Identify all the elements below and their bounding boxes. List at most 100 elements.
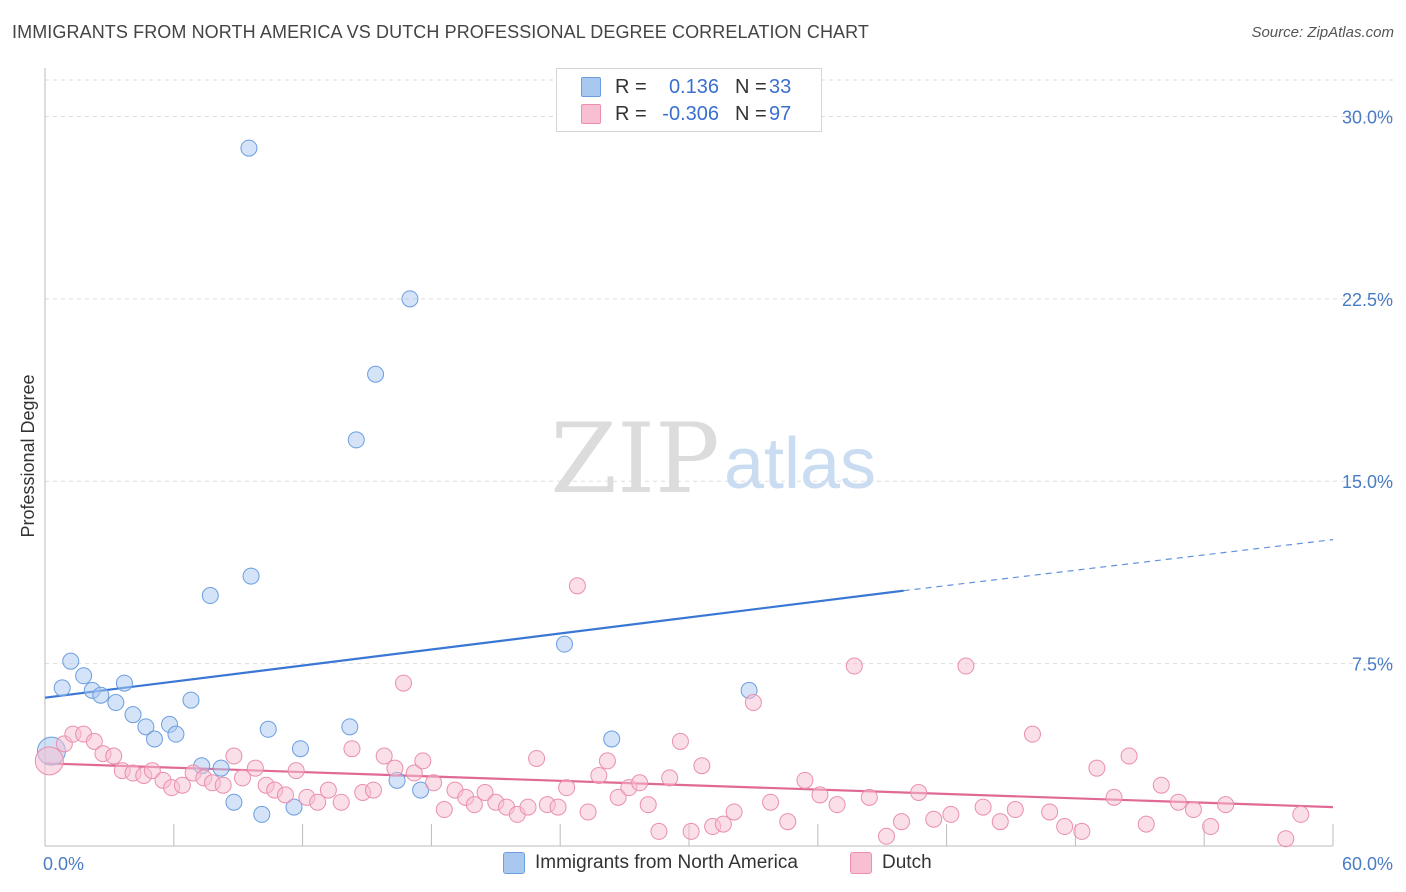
data-point-dutch bbox=[762, 793, 780, 811]
data-point-immigrants bbox=[603, 730, 621, 748]
data-point-dutch bbox=[942, 805, 960, 823]
data-point-immigrants bbox=[137, 718, 155, 736]
data-point-dutch bbox=[957, 657, 975, 675]
chart-title: IMMIGRANTS FROM NORTH AMERICA VS DUTCH P… bbox=[12, 22, 870, 42]
data-point-dutch bbox=[394, 674, 412, 692]
n-label: N = bbox=[735, 75, 767, 98]
legend-label: Immigrants from North America bbox=[535, 852, 798, 873]
x-tick-label: 0.0% bbox=[43, 854, 84, 874]
data-point-dutch bbox=[143, 762, 161, 780]
data-point-dutch bbox=[725, 803, 743, 821]
data-points bbox=[34, 139, 1310, 848]
data-point-immigrants bbox=[124, 706, 142, 724]
data-point-dutch bbox=[925, 810, 943, 828]
y-tick-label: 15.0% bbox=[1342, 472, 1393, 492]
data-point-immigrants bbox=[285, 798, 303, 816]
data-point-immigrants bbox=[225, 793, 243, 811]
data-point-dutch bbox=[568, 577, 586, 595]
data-point-dutch bbox=[910, 784, 928, 802]
data-point-dutch bbox=[1056, 818, 1074, 836]
data-point-dutch bbox=[779, 813, 797, 831]
data-point-dutch bbox=[590, 766, 608, 784]
data-point-dutch bbox=[214, 776, 232, 794]
data-point-dutch bbox=[476, 784, 494, 802]
data-point-dutch bbox=[1169, 793, 1187, 811]
data-point-dutch bbox=[796, 771, 814, 789]
trend-lines bbox=[44, 539, 1334, 809]
data-point-dutch bbox=[1137, 815, 1155, 833]
data-point-immigrants bbox=[62, 652, 80, 670]
data-point-dutch bbox=[309, 793, 327, 811]
data-point-dutch bbox=[828, 796, 846, 814]
legend-item-dutch[interactable]: Dutch bbox=[850, 852, 932, 874]
data-point-immigrants bbox=[347, 431, 365, 449]
data-point-dutch bbox=[225, 747, 243, 765]
data-point-dutch bbox=[1120, 747, 1138, 765]
data-point-immigrants bbox=[107, 694, 125, 712]
data-point-dutch bbox=[375, 747, 393, 765]
stats-row-immigrants: R = 0.136 N = 33 bbox=[581, 76, 791, 98]
data-point-immigrants bbox=[145, 730, 163, 748]
x-tick-label: 60.0% bbox=[1342, 854, 1393, 874]
watermark: ZIP atlas bbox=[550, 403, 876, 515]
r-label: R = bbox=[615, 102, 647, 125]
trend-line-immigrants bbox=[44, 589, 904, 699]
data-point-immigrants bbox=[555, 635, 573, 653]
data-point-dutch bbox=[435, 801, 453, 819]
data-point-dutch bbox=[1152, 776, 1170, 794]
y-tick-label: 22.5% bbox=[1342, 290, 1393, 310]
n-label: N = bbox=[735, 102, 767, 125]
data-point-dutch bbox=[1277, 830, 1295, 848]
data-point-dutch bbox=[1006, 801, 1024, 819]
data-point-immigrants bbox=[75, 667, 93, 685]
data-point-dutch bbox=[1073, 822, 1091, 840]
data-point-immigrants bbox=[242, 567, 260, 585]
data-point-dutch bbox=[1217, 796, 1235, 814]
n-value: 97 bbox=[769, 102, 792, 125]
watermark-atlas: atlas bbox=[724, 424, 876, 504]
data-point-dutch bbox=[609, 788, 627, 806]
data-point-dutch bbox=[1184, 801, 1202, 819]
data-point-dutch bbox=[246, 759, 264, 777]
data-point-dutch bbox=[386, 759, 404, 777]
data-point-dutch bbox=[598, 752, 616, 770]
data-point-immigrants bbox=[401, 290, 419, 308]
data-point-dutch bbox=[991, 813, 1009, 831]
data-point-dutch bbox=[650, 822, 668, 840]
data-point-dutch bbox=[173, 776, 191, 794]
trend-line-extension bbox=[903, 539, 1334, 592]
data-point-dutch bbox=[414, 752, 432, 770]
data-point-dutch bbox=[105, 747, 123, 765]
data-point-dutch bbox=[332, 793, 350, 811]
data-point-dutch bbox=[1202, 818, 1220, 836]
data-point-dutch bbox=[1292, 805, 1310, 823]
data-point-immigrants bbox=[201, 587, 219, 605]
data-point-dutch bbox=[1105, 788, 1123, 806]
series-legend: Immigrants from North America Dutch bbox=[0, 852, 1406, 878]
data-point-dutch bbox=[877, 827, 895, 845]
data-point-dutch bbox=[319, 781, 337, 799]
data-point-immigrants bbox=[367, 365, 385, 383]
data-point-dutch bbox=[85, 732, 103, 750]
data-point-dutch bbox=[661, 769, 679, 787]
data-point-dutch bbox=[425, 774, 443, 792]
data-point-dutch bbox=[631, 774, 649, 792]
data-point-dutch bbox=[528, 749, 546, 767]
data-point-dutch bbox=[860, 788, 878, 806]
data-point-dutch bbox=[579, 803, 597, 821]
y-tick-label: 7.5% bbox=[1352, 655, 1393, 675]
data-point-dutch bbox=[1041, 803, 1059, 821]
data-point-dutch bbox=[682, 822, 700, 840]
data-point-dutch bbox=[974, 798, 992, 816]
y-tick-label: 30.0% bbox=[1342, 107, 1393, 127]
data-point-dutch bbox=[845, 657, 863, 675]
r-value: -0.306 bbox=[662, 102, 719, 125]
data-point-immigrants bbox=[182, 691, 200, 709]
data-point-immigrants bbox=[53, 679, 71, 697]
axes bbox=[44, 68, 1334, 847]
stats-legend: R = 0.136 N = 33 R = -0.306 N = 97 bbox=[556, 68, 822, 132]
data-point-dutch bbox=[549, 798, 567, 816]
legend-item-immigrants[interactable]: Immigrants from North America bbox=[503, 852, 798, 874]
data-point-dutch bbox=[233, 769, 251, 787]
